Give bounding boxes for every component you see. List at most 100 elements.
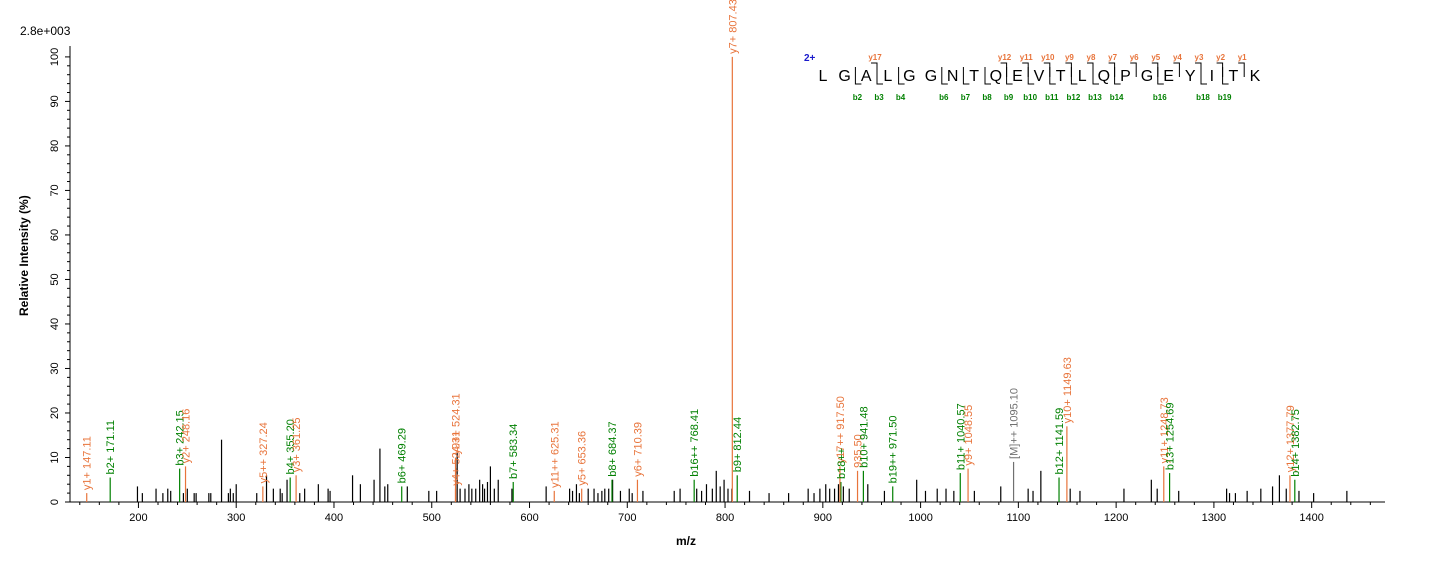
y-ion-label: y8 bbox=[1087, 53, 1096, 62]
peak-label-b: b8+ 684.37 bbox=[607, 421, 619, 476]
y-tick-label: 90 bbox=[49, 95, 61, 107]
y-ion-bracket bbox=[871, 62, 878, 77]
sequence-residue: T bbox=[969, 68, 979, 85]
peak-label-y: y11+ 1248.73 bbox=[1159, 397, 1171, 463]
x-tick-label: 1000 bbox=[908, 512, 932, 524]
y-ion-bracket bbox=[1216, 62, 1224, 77]
sequence-residue: G bbox=[925, 68, 937, 85]
y-tick-label: 0 bbox=[49, 499, 61, 505]
y-tick-label: 80 bbox=[49, 140, 61, 152]
b-ion-label: b8 bbox=[982, 93, 992, 102]
b-ion-bracket bbox=[984, 67, 991, 85]
sequence-residue: L bbox=[883, 68, 892, 85]
b-ion-label: b12 bbox=[1067, 93, 1081, 102]
y-ion-label: y17 bbox=[868, 53, 882, 62]
y-ion-bracket bbox=[1173, 62, 1180, 77]
sequence-residue: I bbox=[1210, 68, 1214, 85]
y-ion-label: y2 bbox=[1216, 53, 1225, 62]
b-ion-bracket bbox=[1200, 67, 1207, 85]
b-ion-label: b4 bbox=[896, 93, 906, 102]
b-ion-label: b6 bbox=[939, 93, 949, 102]
intensity-scale-label: 2.8e+003 bbox=[20, 24, 71, 38]
x-tick-label: 1400 bbox=[1299, 512, 1323, 524]
sequence-residue: P bbox=[1120, 68, 1131, 85]
x-axis-title: m/z bbox=[676, 534, 696, 548]
y-ion-bracket bbox=[1043, 62, 1051, 77]
peak-label-b: b11+ 1040.57 bbox=[955, 403, 967, 470]
y-ion-bracket bbox=[1238, 62, 1245, 77]
y-ion-bracket bbox=[1130, 62, 1137, 77]
y-tick-label: 10 bbox=[49, 451, 61, 463]
peak-label-b: b19++ 971.50 bbox=[888, 416, 900, 484]
b-ion-bracket bbox=[898, 67, 905, 85]
peak-label-y: y9+ 1048.55 bbox=[963, 405, 975, 466]
b-ion-label: b9 bbox=[1004, 93, 1014, 102]
b-ion-bracket bbox=[854, 67, 862, 85]
y-ion-label: y12 bbox=[998, 53, 1012, 62]
y-ion-label: y10 bbox=[1041, 53, 1055, 62]
x-tick-label: 400 bbox=[325, 512, 343, 524]
y-ion-label: y3 bbox=[1195, 53, 1204, 62]
peak-label-b: b6+ 469.29 bbox=[397, 428, 409, 483]
b-ion-bracket bbox=[876, 67, 883, 85]
charge-state-label: 2+ bbox=[804, 53, 816, 64]
b-ion-label: b14 bbox=[1110, 93, 1124, 102]
sequence-residue: N bbox=[947, 68, 959, 85]
b-ion-label: b16 bbox=[1153, 93, 1167, 102]
peak-label-b: b9+ 812.44 bbox=[732, 417, 744, 472]
x-tick-label: 1300 bbox=[1202, 512, 1226, 524]
y-ion-label: y7 bbox=[1108, 53, 1117, 62]
peak-label-y: y3+ 361.25 bbox=[291, 418, 303, 473]
y-ion-label: y11 bbox=[1020, 53, 1033, 62]
peak-label-y: y11++ 625.31 bbox=[549, 421, 561, 487]
sequence-residue: E bbox=[1163, 68, 1174, 85]
peak-label-b: b13+ 1254.69 bbox=[1165, 402, 1177, 470]
sequence-residue: V bbox=[1034, 68, 1045, 85]
x-tick-label: 800 bbox=[716, 512, 734, 524]
x-tick-label: 500 bbox=[423, 512, 441, 524]
peak-label-y: y4+ 524.31 bbox=[451, 431, 463, 486]
sequence-residue: G bbox=[838, 68, 850, 85]
x-tick-label: 700 bbox=[618, 512, 636, 524]
sequence-residue: L bbox=[819, 68, 828, 85]
sequence-residue: Y bbox=[1185, 68, 1196, 85]
b-ion-label: b10 bbox=[1023, 93, 1037, 102]
sequence-residue: Q bbox=[990, 68, 1002, 85]
peak-label-y: y7+ 807.43 bbox=[727, 0, 739, 54]
y-ion-label: y4 bbox=[1173, 53, 1182, 62]
sequence-residue: E bbox=[1012, 68, 1023, 85]
x-tick-label: 900 bbox=[814, 512, 832, 524]
sequence-residue: Q bbox=[1098, 68, 1110, 85]
peak-label-b: b2+ 171.11 bbox=[105, 420, 117, 475]
y-tick-label: 100 bbox=[49, 48, 61, 66]
x-tick-label: 1100 bbox=[1007, 512, 1031, 524]
y-ion-label: y1 bbox=[1238, 53, 1247, 62]
y-ion-label: y9 bbox=[1065, 53, 1074, 62]
peak-label-y: y12+ 1377.79 bbox=[1285, 405, 1297, 472]
peak-label-b: b3+ 242.15 bbox=[175, 410, 187, 465]
y-axis-title: Relative Intensity (%) bbox=[17, 195, 31, 316]
b-ion-label: b18 bbox=[1196, 93, 1210, 102]
sequence-residue: K bbox=[1250, 68, 1261, 85]
peak-label-y: y9++ 524.31 bbox=[451, 393, 463, 454]
b-ion-bracket bbox=[1114, 67, 1121, 85]
peak-label-y: y1+ 147.11 bbox=[82, 436, 94, 490]
y-ion-bracket bbox=[1087, 62, 1094, 77]
y-ion-bracket bbox=[1065, 62, 1072, 77]
peak-label-b: b14+ 1382.75 bbox=[1290, 409, 1302, 477]
sequence-residue: A bbox=[861, 68, 872, 85]
b-ion-bracket bbox=[1092, 67, 1099, 85]
b-ion-bracket bbox=[1006, 67, 1013, 85]
x-tick-label: 1200 bbox=[1104, 512, 1128, 524]
b-ion-bracket bbox=[1222, 67, 1229, 85]
peak-label-b: b18++ bbox=[836, 448, 848, 479]
y-tick-label: 20 bbox=[49, 407, 61, 419]
y-tick-label: 60 bbox=[49, 229, 61, 241]
y-ion-label: y5 bbox=[1151, 53, 1160, 62]
b-ion-bracket bbox=[1049, 67, 1056, 85]
peak-label-other: [M]++ 1095.10 bbox=[1009, 388, 1021, 459]
b-ion-label: b11 bbox=[1045, 93, 1059, 102]
peak-label-y: 935.50 bbox=[853, 434, 865, 468]
sequence-residue: L bbox=[1078, 68, 1087, 85]
